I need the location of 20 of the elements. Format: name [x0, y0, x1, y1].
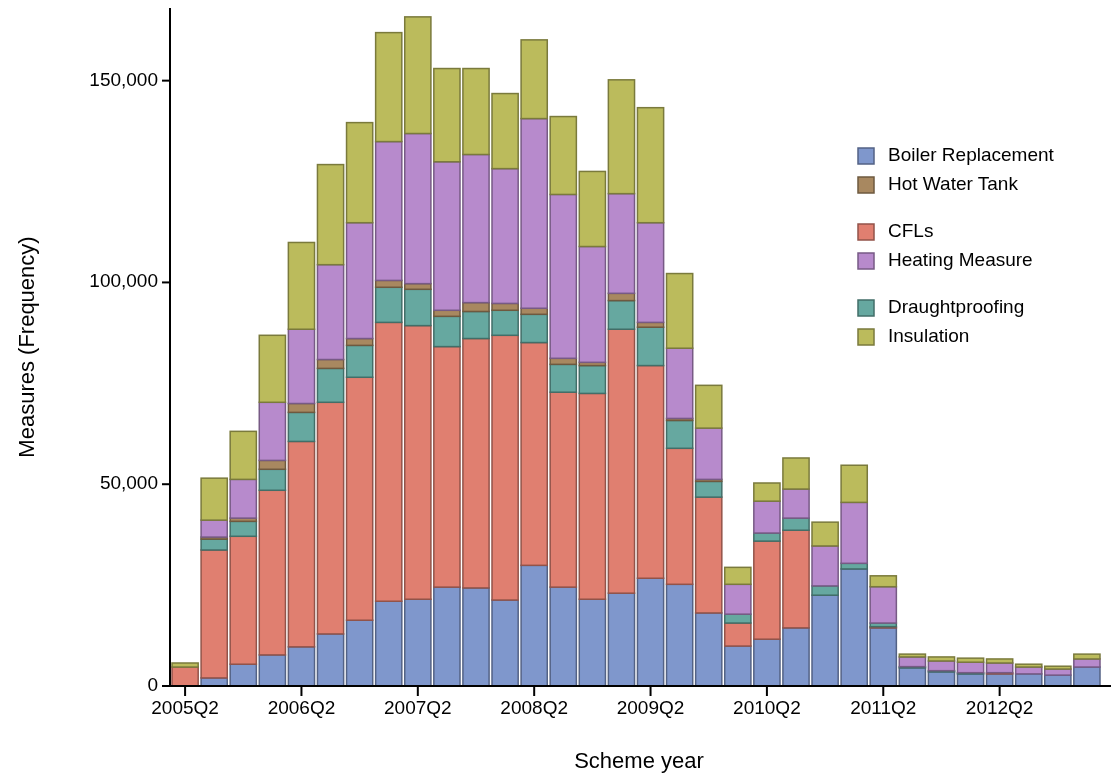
legend-label: Hot Water Tank — [888, 173, 1019, 195]
x-tick-label: 2010Q2 — [733, 697, 801, 718]
x-tick-label: 2009Q2 — [616, 697, 685, 718]
y-tick-label: 100,000 — [89, 270, 158, 292]
x-tick-label: 2012Q2 — [965, 697, 1034, 718]
x-tick-label: 2008Q2 — [500, 697, 568, 718]
x-tick-label: 2005Q2 — [151, 697, 219, 718]
x-axis-title: Scheme year — [574, 748, 704, 773]
x-tick-label: 2007Q2 — [384, 697, 452, 718]
legend-label: Insulation — [888, 325, 970, 347]
legend-label: Heating Measure — [888, 249, 1033, 271]
y-tick-label: 150,000 — [89, 68, 158, 90]
y-tick-label: 0 — [147, 674, 158, 696]
x-tick-label: 2006Q2 — [267, 697, 336, 718]
y-tick-label: 50,000 — [99, 472, 158, 494]
legend-label: CFLs — [888, 220, 934, 242]
legend-label: Draughtproofing — [888, 296, 1025, 318]
x-tick-label: 2011Q2 — [850, 697, 917, 718]
y-axis-title: Measures (Frequency) — [14, 236, 39, 458]
legend-label: Boiler Replacement — [888, 144, 1055, 166]
